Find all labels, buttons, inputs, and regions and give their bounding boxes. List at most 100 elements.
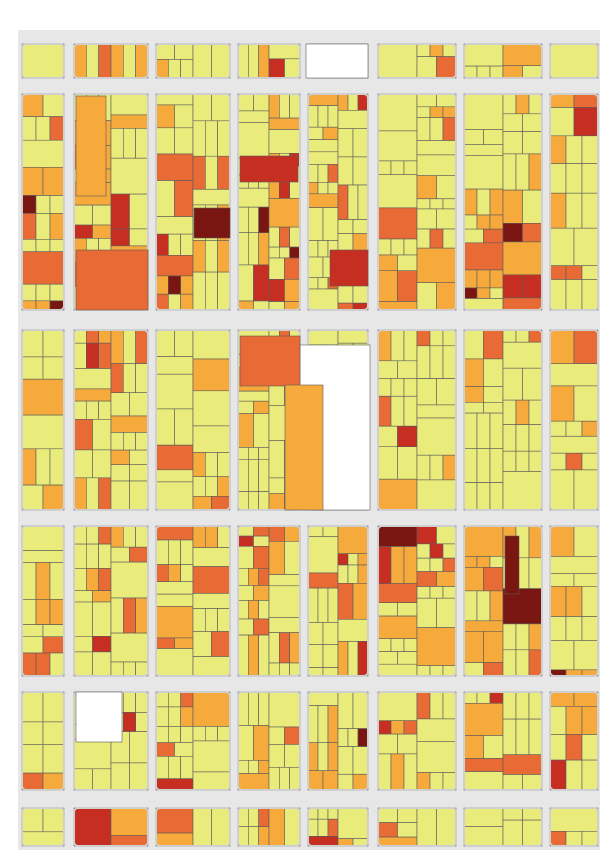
parcel bbox=[549, 265, 567, 280]
parcel bbox=[337, 156, 354, 186]
parcel bbox=[73, 543, 87, 569]
parcel bbox=[429, 586, 444, 599]
parcel bbox=[278, 93, 290, 119]
parcel bbox=[268, 198, 301, 228]
parcel bbox=[390, 160, 405, 175]
parcel bbox=[192, 358, 231, 392]
parcel bbox=[35, 195, 51, 214]
parcel bbox=[489, 448, 504, 483]
parcel bbox=[483, 662, 504, 677]
parcel bbox=[42, 484, 65, 511]
parcel bbox=[429, 665, 444, 677]
parcel bbox=[528, 329, 543, 343]
parcel bbox=[168, 275, 181, 295]
parcel bbox=[155, 525, 194, 541]
parcel bbox=[377, 583, 418, 603]
parcel bbox=[429, 691, 444, 720]
parcel bbox=[436, 378, 457, 406]
parcel bbox=[110, 834, 149, 847]
parcel bbox=[322, 207, 339, 241]
parcel bbox=[237, 232, 249, 266]
parcel bbox=[573, 227, 599, 266]
parcel bbox=[377, 638, 392, 652]
city-block-44 bbox=[307, 807, 369, 847]
parcel bbox=[258, 206, 270, 233]
parcel bbox=[110, 546, 130, 563]
parcel bbox=[442, 454, 457, 481]
parcel bbox=[168, 233, 181, 256]
parcel bbox=[192, 566, 231, 594]
parcel bbox=[21, 807, 44, 833]
parcel bbox=[73, 224, 93, 239]
parcel bbox=[565, 830, 583, 847]
parcel bbox=[581, 830, 599, 847]
parcel bbox=[416, 404, 457, 419]
parcel bbox=[442, 228, 457, 249]
parcel bbox=[86, 543, 99, 569]
parcel bbox=[110, 661, 124, 677]
parcel bbox=[416, 597, 437, 628]
parcel bbox=[573, 573, 599, 587]
parcel bbox=[337, 807, 369, 839]
parcel bbox=[110, 363, 124, 394]
parcel bbox=[463, 771, 504, 791]
parcel bbox=[92, 449, 112, 479]
parcel bbox=[123, 525, 136, 548]
parcel bbox=[528, 691, 543, 720]
parcel bbox=[317, 587, 329, 623]
parcel bbox=[322, 770, 339, 791]
parcel bbox=[155, 127, 175, 155]
parcel bbox=[155, 255, 194, 277]
parcel bbox=[268, 226, 280, 248]
parcel bbox=[86, 43, 99, 79]
parcel bbox=[237, 759, 249, 774]
parcel bbox=[403, 238, 418, 256]
parcel bbox=[135, 329, 149, 364]
parcel bbox=[174, 127, 194, 155]
parcel bbox=[86, 525, 99, 545]
parcel bbox=[573, 93, 599, 108]
city-block-10 bbox=[155, 93, 231, 311]
parcel bbox=[463, 758, 504, 772]
parcel bbox=[73, 449, 93, 479]
parcel bbox=[573, 329, 599, 365]
parcel bbox=[489, 287, 504, 299]
parcel bbox=[258, 634, 270, 677]
parcel bbox=[549, 43, 599, 79]
parcel bbox=[155, 581, 194, 595]
parcel bbox=[248, 600, 259, 620]
parcel bbox=[442, 117, 457, 141]
parcel bbox=[289, 766, 301, 791]
parcel bbox=[168, 691, 181, 708]
parcel bbox=[377, 254, 398, 272]
parcel bbox=[502, 241, 543, 276]
parcel bbox=[289, 226, 301, 248]
parcel bbox=[416, 543, 431, 559]
parcel bbox=[49, 448, 65, 486]
parcel bbox=[390, 329, 405, 362]
parcel bbox=[337, 184, 349, 220]
parcel bbox=[429, 228, 444, 249]
parcel bbox=[192, 691, 231, 727]
parcel bbox=[278, 226, 290, 248]
parcel bbox=[476, 188, 491, 216]
parcel bbox=[253, 264, 270, 302]
parcel bbox=[180, 59, 194, 79]
parcel bbox=[549, 705, 567, 735]
parcel bbox=[21, 93, 44, 117]
parcel bbox=[258, 447, 270, 460]
parcel bbox=[253, 545, 270, 569]
parcel bbox=[337, 564, 349, 584]
parcel bbox=[180, 726, 194, 744]
parcel bbox=[463, 482, 478, 511]
parcel bbox=[483, 386, 504, 403]
parcel bbox=[307, 164, 319, 183]
parcel bbox=[258, 232, 270, 266]
parcel bbox=[317, 105, 329, 128]
parcel bbox=[502, 819, 523, 847]
parcel bbox=[73, 525, 87, 545]
parcel bbox=[502, 329, 517, 343]
parcel bbox=[515, 649, 530, 677]
parcel bbox=[429, 198, 444, 210]
parcel bbox=[42, 167, 65, 196]
